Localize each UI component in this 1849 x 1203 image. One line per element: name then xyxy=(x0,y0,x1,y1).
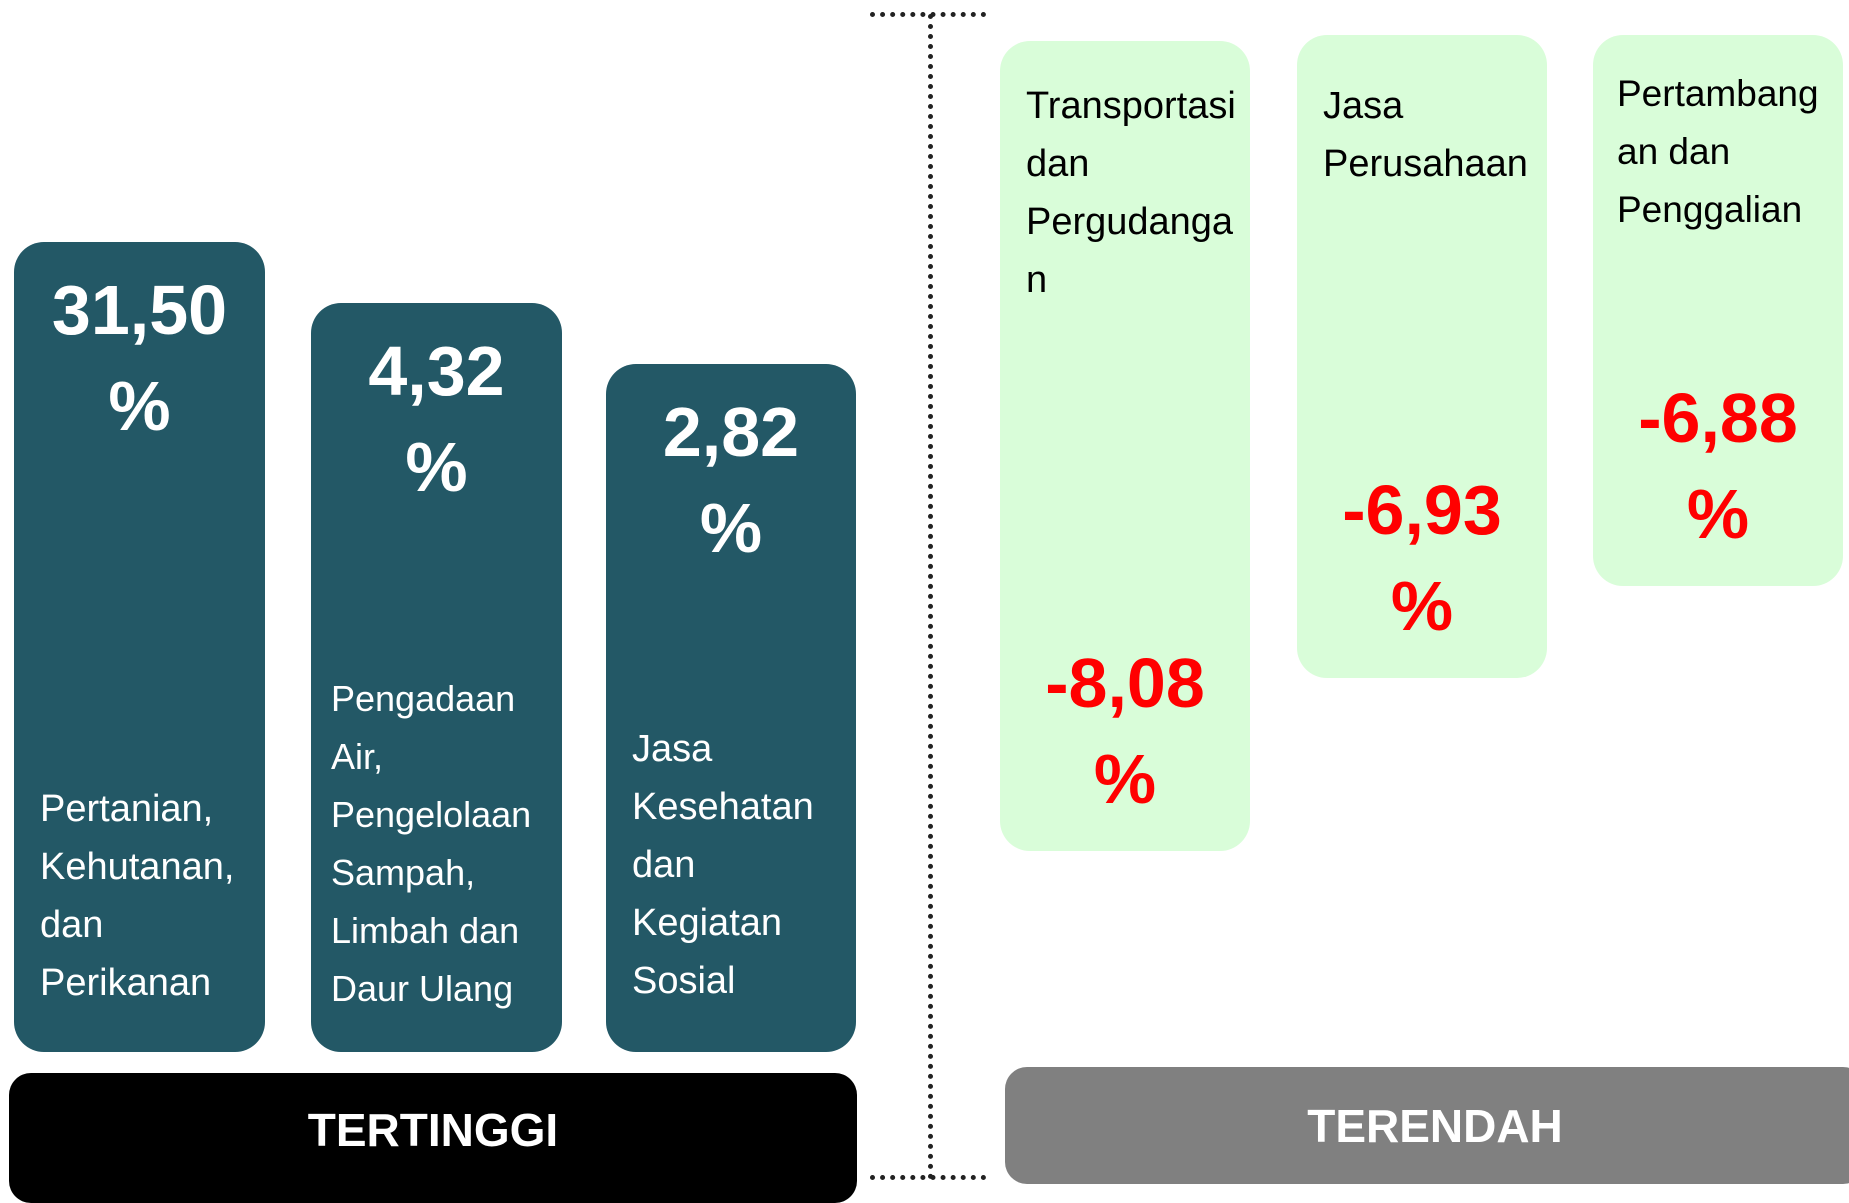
sector-name: Jasa Perusahaan xyxy=(1323,85,1528,185)
item-box: Transportasi dan Pergudangan -8,08 % xyxy=(1000,41,1250,851)
value: 31,50 % xyxy=(51,271,228,445)
item-box: 4,32 % Pengadaan Air, Pengelolaan Sampah… xyxy=(311,303,562,1052)
divider-bottom xyxy=(870,1175,986,1180)
value: 4,32 % xyxy=(368,332,505,506)
value: -8,08 % xyxy=(1045,644,1205,818)
item-box: Pertambangan dan Penggalian -6,88 % xyxy=(1593,35,1843,586)
divider xyxy=(928,14,933,1180)
item-box: 2,82 % Jasa Kesehatan dan Kegiatan Sosia… xyxy=(606,364,856,1052)
sector-name: Pertanian, Kehutanan, dan Perikanan xyxy=(40,788,235,1004)
sector-name: Transportasi dan Pergudangan xyxy=(1026,85,1236,301)
sector-name: Pengadaan Air, Pengelolaan Sampah, Limba… xyxy=(331,678,532,1009)
banner-lowest: TERENDAH xyxy=(1005,1067,1849,1184)
value: -6,93 % xyxy=(1342,471,1502,645)
item-box: 31,50 % Pertanian, Kehutanan, dan Perika… xyxy=(14,242,265,1052)
value: -6,88 % xyxy=(1638,379,1798,553)
sector-name: Jasa Kesehatan dan Kegiatan Sosial xyxy=(632,728,814,1002)
divider-top xyxy=(870,12,986,17)
banner-highest: TERTINGGI xyxy=(9,1073,857,1203)
value: 2,82 % xyxy=(662,393,800,567)
item-box: Jasa Perusahaan -6,93 % xyxy=(1297,35,1547,678)
sector-name: Pertambangan dan Penggalian xyxy=(1617,73,1819,230)
